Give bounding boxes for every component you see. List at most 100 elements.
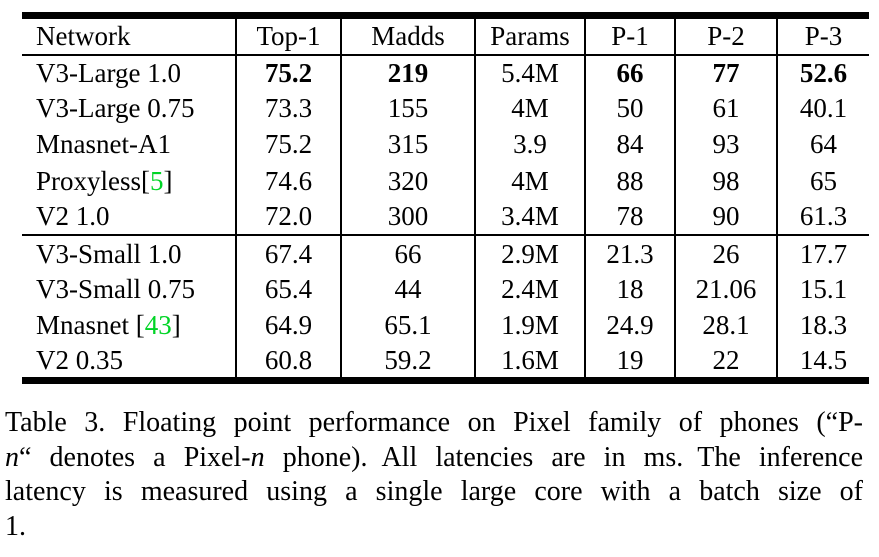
network-name-cell: V2 0.35	[22, 344, 236, 380]
table-cell: 98	[674, 163, 777, 200]
table-cell: 1.9M	[474, 307, 585, 344]
column-header-p-2: P-2	[674, 15, 777, 56]
table-cell: 74.6	[235, 163, 341, 200]
column-header-p-1: P-1	[584, 15, 675, 56]
table-body: V3-Large 1.0 75.2 219 5.4M 66 77 52.6 V3-Large …	[22, 54, 869, 381]
table-cell: 3.4M	[474, 199, 585, 236]
table-cell: 24.9	[584, 307, 675, 344]
network-name-cell: V3-Large 1.0	[22, 55, 236, 91]
table-cell: 75.2	[235, 54, 341, 91]
network-name-cell: V3-Large 0.75	[22, 91, 236, 127]
table-row: Proxyless[5] 74.6 320 4M 88 98 65	[22, 163, 869, 200]
table-cell: 66	[340, 234, 475, 272]
caption-line: Table 3. Floating point performance on P…	[5, 406, 863, 441]
table-cell: 64	[776, 126, 869, 164]
network-name: V3-Large 1.0	[36, 57, 181, 88]
caption-text: phone). All latencies are in ms. The inf…	[264, 441, 863, 473]
table-cell: 300	[340, 199, 475, 236]
column-header-params: Params	[474, 15, 585, 56]
column-header-madds: Madds	[340, 15, 475, 56]
table-cell: 61.3	[776, 199, 869, 236]
table-cell: 155	[340, 90, 475, 127]
table-cell: 18	[584, 271, 675, 308]
caption-text: 1.	[5, 510, 26, 542]
table-row: V3-Small 0.75 65.4 44 2.4M 18 21.06 15.1	[22, 271, 869, 308]
table-cell: 78	[584, 199, 675, 236]
table-cell: 77	[674, 54, 777, 91]
network-name-cell: V2 1.0	[22, 199, 236, 235]
network-name: ]	[163, 165, 173, 196]
table-cell: 28.1	[674, 307, 777, 344]
table-row: Mnasnet-A1 75.2 315 3.9 84 93 64	[22, 126, 869, 164]
table-cell: 5.4M	[474, 54, 585, 91]
table-caption: Table 3. Floating point performance on P…	[5, 406, 863, 544]
table-cell: 19	[584, 344, 675, 381]
table-cell: 22	[674, 344, 777, 381]
table-cell: 64.9	[235, 307, 341, 344]
column-header-p-3: P-3	[776, 15, 869, 56]
network-name-cell: Proxyless[5]	[22, 163, 236, 199]
network-name-cell: V3-Small 1.0	[22, 234, 236, 272]
citation-link[interactable]: 5	[150, 165, 164, 196]
caption-text: “ denotes a Pixel-	[19, 441, 251, 473]
table-cell: 315	[340, 126, 475, 164]
network-name: V3-Small 0.75	[36, 274, 195, 305]
table-cell: 88	[584, 163, 675, 200]
caption-math-var: n	[5, 441, 19, 473]
network-name-cell: V3-Small 0.75	[22, 272, 236, 308]
table-row: Mnasnet [43] 64.9 65.1 1.9M 24.9 28.1 18.3	[22, 307, 869, 344]
table-cell: 50	[584, 90, 675, 127]
network-name: V3-Small 1.0	[36, 238, 182, 269]
table-cell: 320	[340, 163, 475, 200]
table-cell: 17.7	[776, 234, 869, 272]
table-cell: 73.3	[235, 90, 341, 127]
table-cell: 90	[674, 199, 777, 236]
table-cell: 52.6	[776, 54, 869, 91]
table-cell: 2.4M	[474, 271, 585, 308]
table-cell: 84	[584, 126, 675, 164]
table-cell: 4M	[474, 163, 585, 200]
caption-text: Table 3. Floating point performance on P…	[5, 407, 863, 438]
table-row: V3-Small 1.0 67.4 66 2.9M 21.3 26 17.7	[22, 234, 869, 272]
table-cell: 40.1	[776, 90, 869, 127]
table-row: V2 0.35 60.8 59.2 1.6M 19 22 14.5	[22, 344, 869, 381]
table-cell: 4M	[474, 90, 585, 127]
table-cell: 65	[776, 163, 869, 200]
caption-line: n“ denotes a Pixel-n phone). All latenci…	[5, 441, 863, 476]
table-row: V2 1.0 72.0 300 3.4M 78 90 61.3	[22, 199, 869, 236]
network-name-cell: Mnasnet-A1	[22, 127, 236, 163]
table-cell: 75.2	[235, 126, 341, 164]
header-row: Network Top-1 Madds Params P-1 P-2 P-3	[22, 15, 869, 56]
network-name-cell: Mnasnet [43]	[22, 308, 236, 344]
citation-link[interactable]: 43	[144, 310, 172, 341]
table-row: V3-Large 1.0 75.2 219 5.4M 66 77 52.6	[22, 54, 869, 91]
caption-line: 1.	[5, 510, 863, 545]
table-row: V3-Large 0.75 73.3 155 4M 50 61 40.1	[22, 90, 869, 127]
table-cell: 65.4	[235, 271, 341, 308]
table-cell: 61	[674, 90, 777, 127]
caption-math-var: n	[250, 441, 265, 473]
network-name: V2 0.35	[36, 344, 123, 375]
table-cell: 21.06	[674, 271, 777, 308]
table-cell: 66	[584, 54, 675, 91]
table-cell: 26	[674, 234, 777, 272]
network-name: Mnasnet-A1	[36, 129, 171, 160]
network-name: V3-Large 0.75	[36, 93, 195, 124]
caption-text: latency is measured using a single large…	[5, 476, 863, 507]
table-cell: 72.0	[235, 199, 341, 236]
table-cell: 18.3	[776, 307, 869, 344]
network-name: V2 1.0	[36, 201, 110, 232]
network-name: Mnasnet [	[36, 310, 145, 341]
network-name: Proxyless[	[36, 165, 150, 196]
table-cell: 21.3	[584, 234, 675, 272]
table-cell: 67.4	[235, 234, 341, 272]
column-header-top-1: Top-1	[235, 15, 341, 56]
table-cell: 65.1	[340, 307, 475, 344]
table-cell: 3.9	[474, 126, 585, 164]
table-cell: 15.1	[776, 271, 869, 308]
table-cell: 44	[340, 271, 475, 308]
table-cell: 14.5	[776, 344, 869, 381]
table-cell: 93	[674, 126, 777, 164]
table-cell: 59.2	[340, 344, 475, 381]
